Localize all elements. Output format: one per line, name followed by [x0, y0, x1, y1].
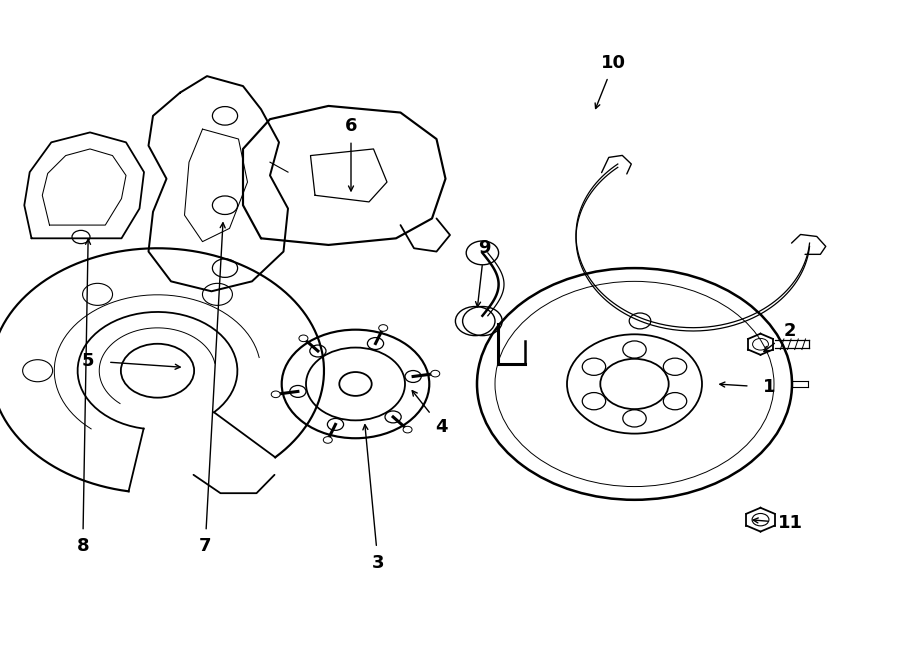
Circle shape	[323, 437, 332, 444]
Text: 10: 10	[601, 54, 626, 72]
Circle shape	[379, 324, 388, 331]
Text: 5: 5	[82, 352, 94, 370]
Text: 1: 1	[763, 378, 776, 397]
Text: 11: 11	[778, 514, 803, 532]
Text: 4: 4	[435, 418, 447, 436]
Circle shape	[271, 391, 280, 398]
Text: 6: 6	[345, 117, 357, 135]
Text: 9: 9	[478, 239, 491, 258]
Text: 2: 2	[784, 322, 796, 340]
Circle shape	[299, 335, 308, 342]
Text: 8: 8	[76, 537, 89, 555]
Circle shape	[403, 426, 412, 433]
Circle shape	[431, 370, 440, 377]
Text: 3: 3	[372, 553, 384, 572]
Text: 7: 7	[199, 537, 212, 555]
